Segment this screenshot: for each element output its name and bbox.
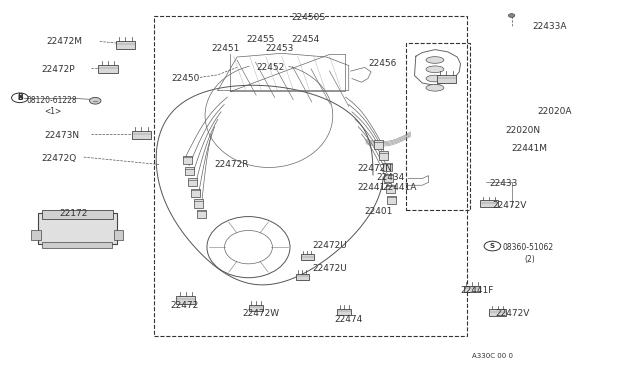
Text: 22472M: 22472M — [47, 37, 83, 46]
Text: <1>: <1> — [44, 108, 61, 116]
Bar — [480, 201, 498, 207]
Text: 22441M: 22441M — [511, 144, 548, 153]
Text: 22441F: 22441F — [461, 286, 494, 295]
Bar — [386, 185, 395, 193]
Bar — [383, 163, 392, 171]
Bar — [114, 231, 124, 240]
Bar — [301, 254, 314, 260]
Text: 22453: 22453 — [266, 44, 294, 53]
Text: 22433A: 22433A — [532, 22, 566, 31]
Text: 22433: 22433 — [489, 179, 518, 187]
Text: 22472V: 22472V — [492, 201, 527, 210]
Text: 22472W: 22472W — [242, 310, 279, 318]
Ellipse shape — [426, 66, 444, 73]
Text: 22172: 22172 — [60, 209, 88, 218]
Text: 22456: 22456 — [368, 59, 396, 68]
Bar — [42, 242, 113, 248]
Text: 22455: 22455 — [246, 35, 275, 44]
FancyBboxPatch shape — [42, 211, 113, 219]
Bar — [194, 199, 203, 208]
Text: 22454: 22454 — [291, 35, 319, 44]
Text: 22434: 22434 — [376, 173, 404, 182]
Bar — [385, 174, 394, 182]
Bar — [464, 286, 480, 292]
Bar — [191, 189, 200, 197]
Bar — [437, 75, 456, 83]
Bar — [184, 167, 193, 175]
Bar — [182, 156, 191, 164]
Text: 22472R: 22472R — [214, 160, 249, 169]
Circle shape — [90, 97, 101, 104]
Text: 08360-51062: 08360-51062 — [502, 243, 553, 251]
Bar — [380, 151, 388, 160]
Text: 22020N: 22020N — [505, 126, 540, 135]
Text: A330C 00 0: A330C 00 0 — [472, 353, 513, 359]
Bar — [188, 178, 196, 186]
Text: B: B — [17, 95, 22, 101]
Ellipse shape — [426, 84, 444, 91]
Bar — [197, 210, 206, 218]
Bar — [154, 16, 467, 336]
Text: 22441A: 22441A — [383, 183, 417, 192]
Text: 22473N: 22473N — [44, 131, 79, 140]
Bar — [488, 310, 506, 316]
Text: B: B — [17, 93, 23, 102]
Bar — [296, 274, 308, 280]
Bar — [337, 309, 351, 315]
Text: 22472Q: 22472Q — [41, 154, 76, 163]
Text: 22441: 22441 — [357, 183, 385, 192]
Bar — [99, 65, 118, 73]
Text: 22451: 22451 — [211, 44, 240, 53]
Text: 22472N: 22472N — [357, 164, 392, 173]
Text: 22020A: 22020A — [537, 108, 572, 116]
Text: 08120-61228: 08120-61228 — [26, 96, 77, 105]
Text: 22472P: 22472P — [41, 65, 74, 74]
Text: 22401: 22401 — [365, 208, 393, 217]
Text: 22452: 22452 — [256, 63, 284, 72]
Ellipse shape — [426, 75, 444, 82]
Text: 22450S: 22450S — [291, 13, 325, 22]
Text: (2): (2) — [524, 254, 535, 263]
Text: 22472V: 22472V — [495, 310, 530, 318]
Text: 22472U: 22472U — [312, 241, 347, 250]
Bar — [132, 131, 151, 139]
Bar — [176, 296, 195, 304]
Bar — [249, 305, 263, 311]
Ellipse shape — [426, 57, 444, 63]
Text: S: S — [490, 243, 495, 249]
Bar — [31, 231, 41, 240]
Bar — [374, 140, 383, 149]
FancyBboxPatch shape — [38, 213, 117, 244]
Bar — [387, 196, 396, 204]
Circle shape — [508, 14, 515, 17]
Text: 22474: 22474 — [334, 315, 362, 324]
Text: 22472U: 22472U — [312, 264, 347, 273]
Text: 22450: 22450 — [172, 74, 200, 83]
Bar — [116, 41, 135, 49]
Bar — [406, 43, 470, 210]
Text: 22472: 22472 — [170, 301, 198, 310]
